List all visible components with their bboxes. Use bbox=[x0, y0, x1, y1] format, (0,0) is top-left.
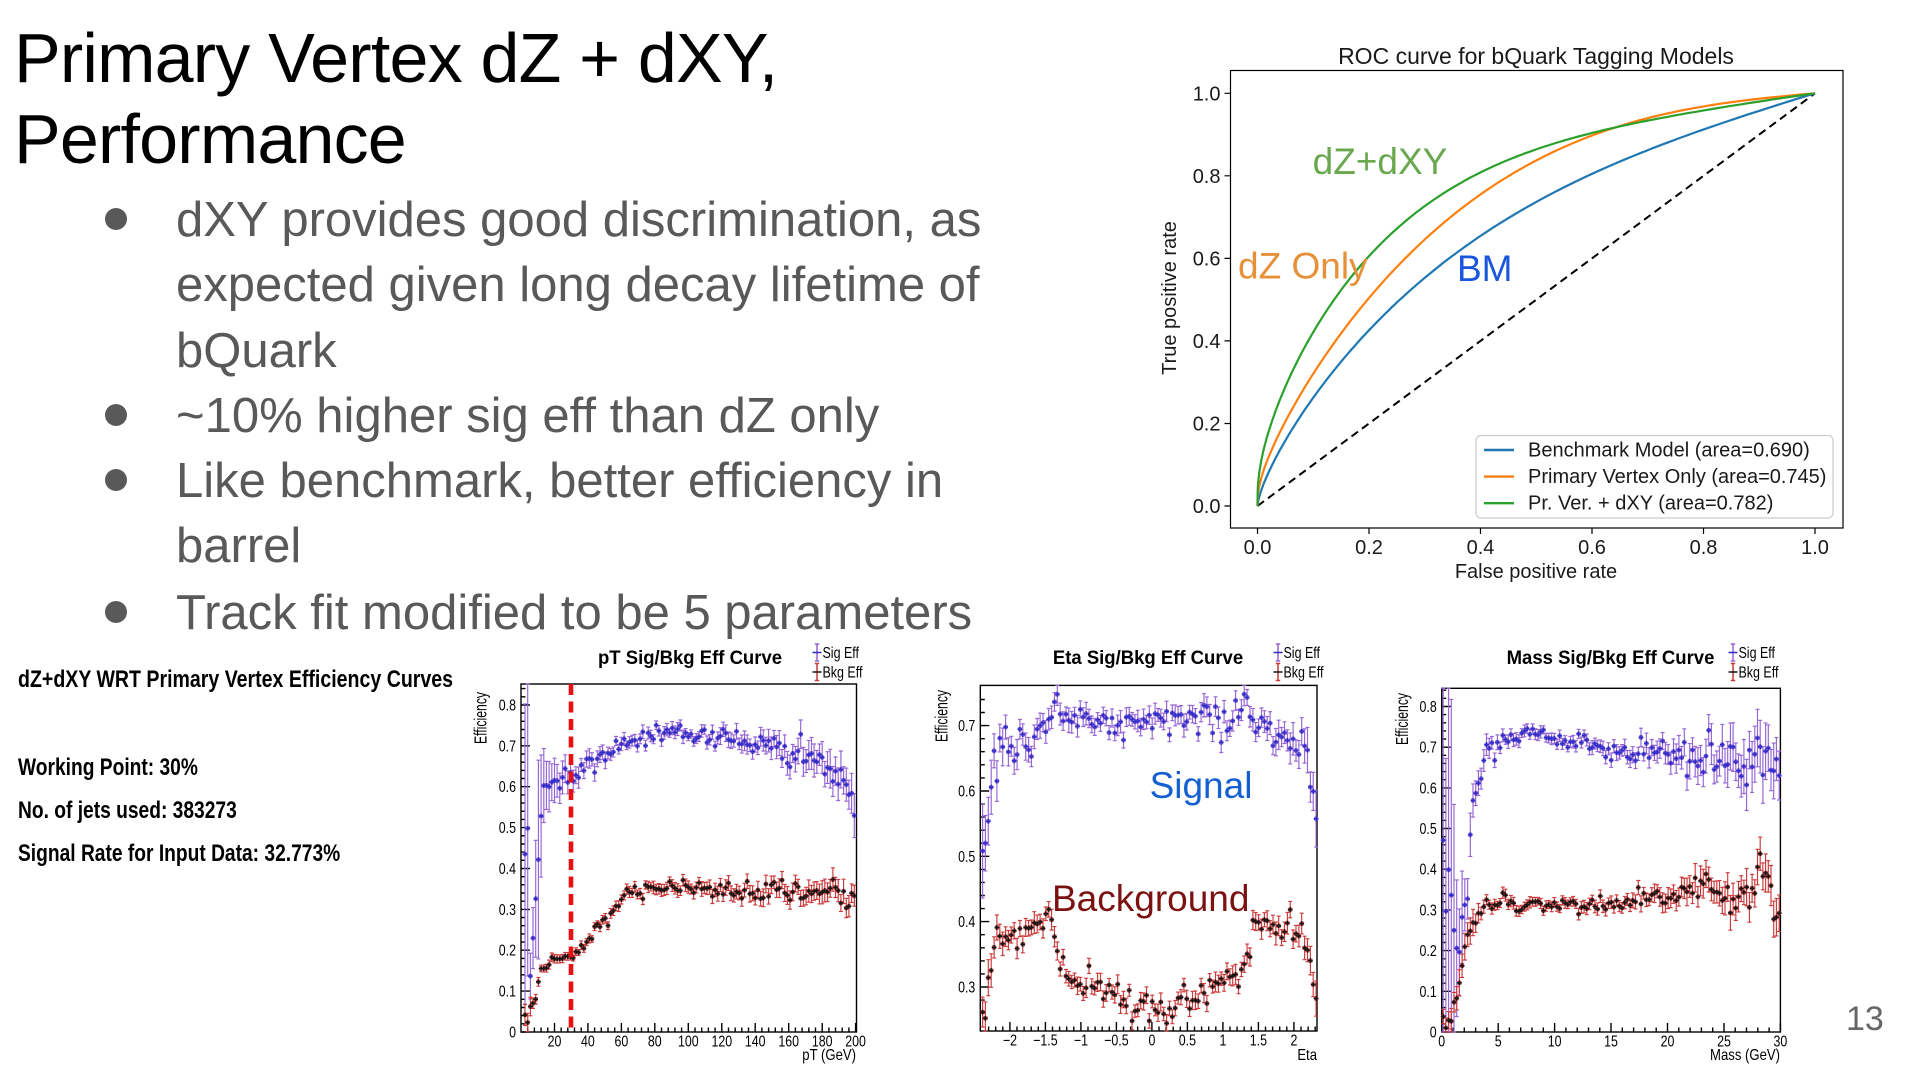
svg-text:100: 100 bbox=[678, 1032, 699, 1050]
svg-text:160: 160 bbox=[778, 1032, 799, 1050]
svg-text:0.0: 0.0 bbox=[1244, 537, 1272, 559]
svg-text:0.6: 0.6 bbox=[1578, 537, 1606, 559]
svg-text:0.5: 0.5 bbox=[1419, 820, 1436, 838]
svg-text:0.4: 0.4 bbox=[1419, 860, 1436, 878]
svg-text:Mass (GeV): Mass (GeV) bbox=[1710, 1047, 1780, 1064]
svg-text:0.2: 0.2 bbox=[499, 941, 516, 959]
svg-text:25: 25 bbox=[1717, 1032, 1731, 1050]
svg-text:0.6: 0.6 bbox=[499, 778, 516, 796]
svg-text:0.4: 0.4 bbox=[499, 860, 516, 878]
svg-text:120: 120 bbox=[711, 1032, 732, 1050]
svg-text:Bkg Eff: Bkg Eff bbox=[823, 664, 863, 682]
svg-text:1.0: 1.0 bbox=[1193, 83, 1221, 105]
svg-text:Eta Sig/Bkg Eff Curve: Eta Sig/Bkg Eff Curve bbox=[1053, 648, 1243, 670]
svg-text:pT (GeV): pT (GeV) bbox=[802, 1047, 856, 1064]
svg-text:Pr. Ver. + dXY (area=0.782): Pr. Ver. + dXY (area=0.782) bbox=[1528, 493, 1773, 515]
svg-text:0.7: 0.7 bbox=[499, 737, 516, 755]
svg-text:0.4: 0.4 bbox=[1467, 537, 1495, 559]
svg-text:0: 0 bbox=[1430, 1023, 1437, 1041]
svg-text:20: 20 bbox=[548, 1032, 562, 1050]
svg-text:15: 15 bbox=[1604, 1032, 1618, 1050]
svg-text:0.1: 0.1 bbox=[1419, 982, 1436, 1000]
svg-text:Eta: Eta bbox=[1297, 1047, 1317, 1064]
svg-text:0.2: 0.2 bbox=[1193, 414, 1221, 436]
svg-text:0: 0 bbox=[1438, 1032, 1445, 1050]
svg-text:0.6: 0.6 bbox=[1193, 248, 1221, 270]
svg-text:0: 0 bbox=[1148, 1031, 1155, 1049]
svg-text:0: 0 bbox=[509, 1023, 516, 1041]
svg-text:−2: −2 bbox=[1003, 1031, 1017, 1049]
svg-text:10: 10 bbox=[1548, 1032, 1562, 1050]
svg-text:−1: −1 bbox=[1074, 1031, 1088, 1049]
svg-text:30: 30 bbox=[1774, 1032, 1788, 1050]
svg-text:60: 60 bbox=[615, 1032, 629, 1050]
svg-text:1.5: 1.5 bbox=[1250, 1031, 1267, 1049]
svg-text:2: 2 bbox=[1290, 1031, 1297, 1049]
svg-text:0.4: 0.4 bbox=[958, 913, 975, 931]
svg-text:BM: BM bbox=[1457, 248, 1513, 289]
svg-text:0.7: 0.7 bbox=[1419, 738, 1436, 756]
svg-text:0.5: 0.5 bbox=[499, 819, 516, 837]
svg-text:0.1: 0.1 bbox=[499, 982, 516, 1000]
svg-text:False positive rate: False positive rate bbox=[1455, 561, 1617, 583]
svg-text:Bkg Eff: Bkg Eff bbox=[1739, 664, 1779, 682]
svg-text:140: 140 bbox=[745, 1032, 766, 1050]
svg-text:−0.5: −0.5 bbox=[1104, 1031, 1129, 1049]
svg-text:5: 5 bbox=[1495, 1032, 1502, 1050]
svg-text:Efficiency: Efficiency bbox=[471, 692, 491, 744]
svg-text:Mass Sig/Bkg Eff Curve: Mass Sig/Bkg Eff Curve bbox=[1507, 648, 1715, 670]
svg-text:Sig Eff: Sig Eff bbox=[1284, 645, 1321, 663]
svg-text:True positive rate: True positive rate bbox=[1159, 221, 1181, 375]
svg-text:0.8: 0.8 bbox=[1193, 166, 1221, 188]
svg-text:Signal: Signal bbox=[1150, 765, 1253, 806]
svg-text:0.3: 0.3 bbox=[958, 978, 975, 996]
svg-text:20: 20 bbox=[1661, 1032, 1675, 1050]
svg-text:0.8: 0.8 bbox=[499, 696, 516, 714]
svg-text:1.0: 1.0 bbox=[1801, 537, 1829, 559]
svg-text:Sig Eff: Sig Eff bbox=[1739, 645, 1776, 663]
svg-text:dZ Only: dZ Only bbox=[1238, 246, 1368, 287]
svg-text:ROC curve for bQuark Tagging M: ROC curve for bQuark Tagging Models bbox=[1338, 43, 1734, 69]
svg-text:0.3: 0.3 bbox=[1419, 901, 1436, 919]
svg-text:Efficiency: Efficiency bbox=[932, 690, 952, 742]
svg-text:Primary Vertex Only (area=0.74: Primary Vertex Only (area=0.745) bbox=[1528, 466, 1826, 488]
svg-text:0.8: 0.8 bbox=[1690, 537, 1718, 559]
svg-text:Bkg Eff: Bkg Eff bbox=[1284, 664, 1324, 682]
svg-text:Benchmark Model (area=0.690): Benchmark Model (area=0.690) bbox=[1528, 440, 1810, 462]
svg-text:dZ+dXY: dZ+dXY bbox=[1313, 141, 1448, 182]
svg-text:pT Sig/Bkg Eff Curve: pT Sig/Bkg Eff Curve bbox=[598, 648, 782, 670]
svg-text:0.5: 0.5 bbox=[1179, 1031, 1196, 1049]
svg-text:180: 180 bbox=[812, 1032, 833, 1050]
svg-text:0.6: 0.6 bbox=[958, 782, 975, 800]
svg-text:0.3: 0.3 bbox=[499, 901, 516, 919]
svg-text:0.6: 0.6 bbox=[1419, 779, 1436, 797]
svg-text:200: 200 bbox=[845, 1032, 866, 1050]
svg-text:80: 80 bbox=[648, 1032, 662, 1050]
svg-text:0.8: 0.8 bbox=[1419, 698, 1436, 716]
svg-text:40: 40 bbox=[581, 1032, 595, 1050]
svg-text:0.7: 0.7 bbox=[958, 717, 975, 735]
svg-text:0.4: 0.4 bbox=[1193, 331, 1221, 353]
svg-text:0.5: 0.5 bbox=[958, 847, 975, 865]
svg-text:Efficiency: Efficiency bbox=[1393, 693, 1413, 745]
svg-text:1: 1 bbox=[1219, 1031, 1226, 1049]
svg-text:0.0: 0.0 bbox=[1193, 496, 1221, 518]
svg-text:Background: Background bbox=[1052, 878, 1249, 919]
svg-text:−1.5: −1.5 bbox=[1033, 1031, 1058, 1049]
svg-text:Sig Eff: Sig Eff bbox=[823, 645, 860, 663]
svg-text:0.2: 0.2 bbox=[1355, 537, 1383, 559]
svg-text:0.2: 0.2 bbox=[1419, 942, 1436, 960]
